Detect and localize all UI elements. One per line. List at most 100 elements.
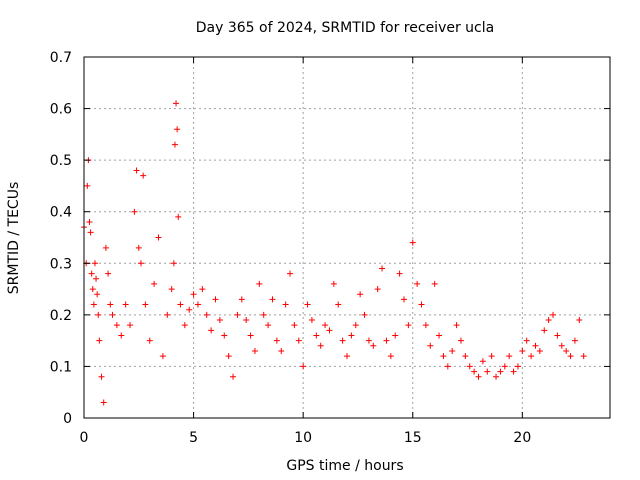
data-point <box>243 317 250 324</box>
data-point <box>287 270 294 277</box>
data-point <box>194 301 201 308</box>
data-point <box>84 182 91 189</box>
data-point <box>431 280 438 287</box>
data-point <box>392 332 399 339</box>
data-point <box>98 373 105 380</box>
y-tick-label: 0.2 <box>50 308 72 324</box>
grid <box>84 57 610 418</box>
data-point <box>466 363 473 370</box>
x-tick-label: 10 <box>294 430 312 446</box>
data-point <box>545 317 552 324</box>
data-point <box>400 296 407 303</box>
data-point <box>352 322 359 329</box>
data-point <box>127 322 134 329</box>
data-point <box>95 311 102 318</box>
data-point <box>91 260 98 267</box>
data-point <box>177 301 184 308</box>
y-tick-label: 0.5 <box>50 153 72 169</box>
data-point <box>501 363 508 370</box>
data-point <box>155 234 162 241</box>
data-point <box>87 229 94 236</box>
data-point <box>181 322 188 329</box>
y-tick-label: 0.1 <box>50 359 72 375</box>
data-point <box>365 337 372 344</box>
data-point <box>146 337 153 344</box>
data-point <box>107 301 114 308</box>
data-point <box>330 280 337 287</box>
data-point <box>322 322 329 329</box>
data-point <box>100 399 107 406</box>
data-point <box>175 213 182 220</box>
data-point <box>102 244 109 251</box>
data-point <box>113 322 120 329</box>
data-point <box>295 337 302 344</box>
data-points <box>81 100 587 406</box>
data-point <box>571 337 578 344</box>
data-point <box>493 373 500 380</box>
data-point <box>471 368 478 375</box>
data-point <box>387 353 394 360</box>
data-point <box>88 270 95 277</box>
data-point <box>86 219 93 226</box>
data-point <box>256 280 263 287</box>
data-point <box>422 322 429 329</box>
data-point <box>444 363 451 370</box>
data-point <box>118 332 125 339</box>
data-point <box>170 260 177 267</box>
data-point <box>238 296 245 303</box>
data-point <box>265 322 272 329</box>
data-point <box>164 311 171 318</box>
data-point <box>506 353 513 360</box>
data-point <box>291 322 298 329</box>
data-point <box>396 270 403 277</box>
data-point <box>361 311 368 318</box>
data-point <box>580 353 587 360</box>
data-point <box>418 301 425 308</box>
data-point <box>344 353 350 360</box>
data-point <box>260 311 267 318</box>
data-point <box>269 296 276 303</box>
x-tick-label: 0 <box>80 430 89 446</box>
y-tick-label: 0.7 <box>50 50 72 66</box>
data-point <box>457 337 464 344</box>
data-point <box>519 347 526 354</box>
x-tick-label: 5 <box>189 430 198 446</box>
data-point <box>94 291 101 298</box>
y-tick-label: 0 <box>63 411 72 427</box>
data-point <box>122 301 129 308</box>
data-point <box>339 337 346 344</box>
data-point <box>536 347 543 354</box>
data-point <box>96 337 103 344</box>
data-point <box>374 286 381 293</box>
data-point <box>133 167 140 174</box>
x-tick-label: 20 <box>513 430 531 446</box>
data-point <box>317 342 324 349</box>
data-point <box>216 317 223 324</box>
data-point <box>436 332 443 339</box>
data-point <box>308 317 315 324</box>
data-point <box>234 311 241 318</box>
data-point <box>225 353 232 360</box>
data-point <box>497 368 504 375</box>
data-point <box>532 342 539 349</box>
data-point <box>510 368 517 375</box>
data-point <box>370 342 377 349</box>
data-point <box>221 332 228 339</box>
data-point <box>174 126 181 133</box>
data-point <box>567 353 574 360</box>
data-point <box>514 363 521 370</box>
data-point <box>212 296 219 303</box>
data-point <box>90 301 97 308</box>
data-point <box>488 353 495 360</box>
chart-title: Day 365 of 2024, SRMTID for receiver ucl… <box>196 20 494 36</box>
data-point <box>140 172 147 179</box>
data-point <box>109 311 116 318</box>
data-point <box>348 332 355 339</box>
data-point <box>576 317 583 324</box>
data-point <box>282 301 289 308</box>
data-point <box>558 342 565 349</box>
axis-ticks <box>83 56 610 419</box>
x-tick-label: 15 <box>404 430 422 446</box>
data-point <box>159 353 166 360</box>
